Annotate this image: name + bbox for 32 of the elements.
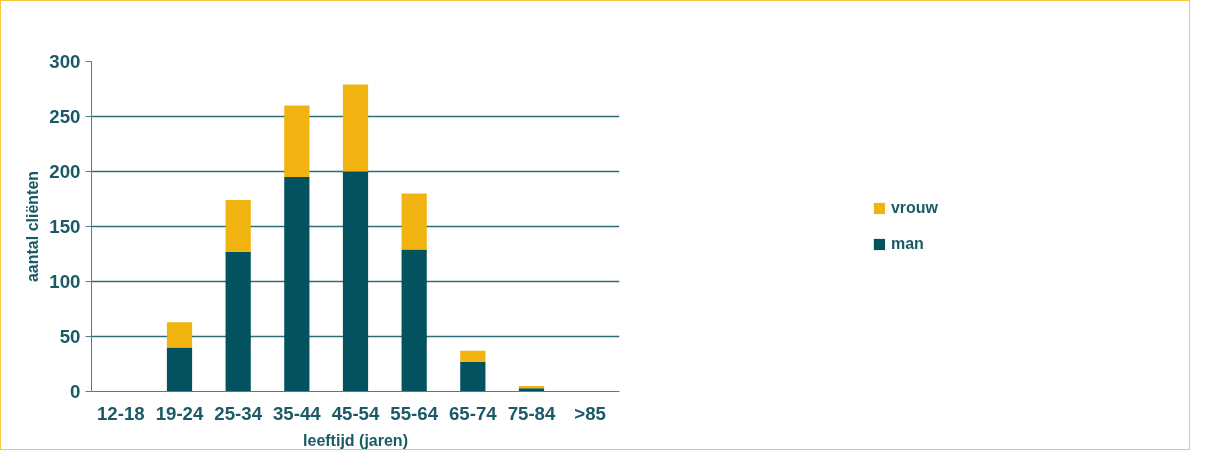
x-tick-label: 45-54 — [331, 402, 380, 424]
y-tick-label: 0 — [70, 381, 81, 402]
bar — [460, 361, 486, 392]
x-tick-label: 25-34 — [214, 402, 263, 424]
x-tick-label: 35-44 — [272, 402, 322, 424]
bar — [166, 347, 193, 392]
y-tick-label: 100 — [49, 271, 81, 292]
y-tick-label: 200 — [49, 161, 81, 182]
x-axis-title: leeftijd (jaren) — [303, 431, 408, 449]
bar — [460, 350, 486, 362]
y-tick-label: 150 — [49, 216, 81, 237]
bar — [166, 322, 193, 348]
bar — [401, 249, 427, 392]
y-tick-label: 300 — [49, 51, 81, 72]
bar — [225, 251, 251, 392]
bar — [284, 105, 310, 177]
x-tick-label: 75-84 — [507, 402, 556, 424]
bar — [284, 177, 310, 392]
x-tick-label: >85 — [574, 402, 606, 424]
bar — [225, 200, 251, 252]
legend-label: man — [890, 235, 924, 253]
y-tick-label: 250 — [49, 106, 81, 127]
bar — [401, 193, 427, 250]
y-tick-label: 50 — [59, 326, 81, 347]
y-axis-title: aantal cliënten — [24, 170, 42, 283]
x-tick-label: 55-64 — [390, 402, 439, 424]
x-tick-label: 19-24 — [155, 402, 204, 424]
x-tick-label: 65-74 — [448, 402, 498, 424]
bar — [342, 171, 369, 392]
legend-label: vrouw — [890, 199, 939, 217]
x-tick-label: 12-18 — [96, 402, 145, 424]
bar — [342, 84, 369, 172]
